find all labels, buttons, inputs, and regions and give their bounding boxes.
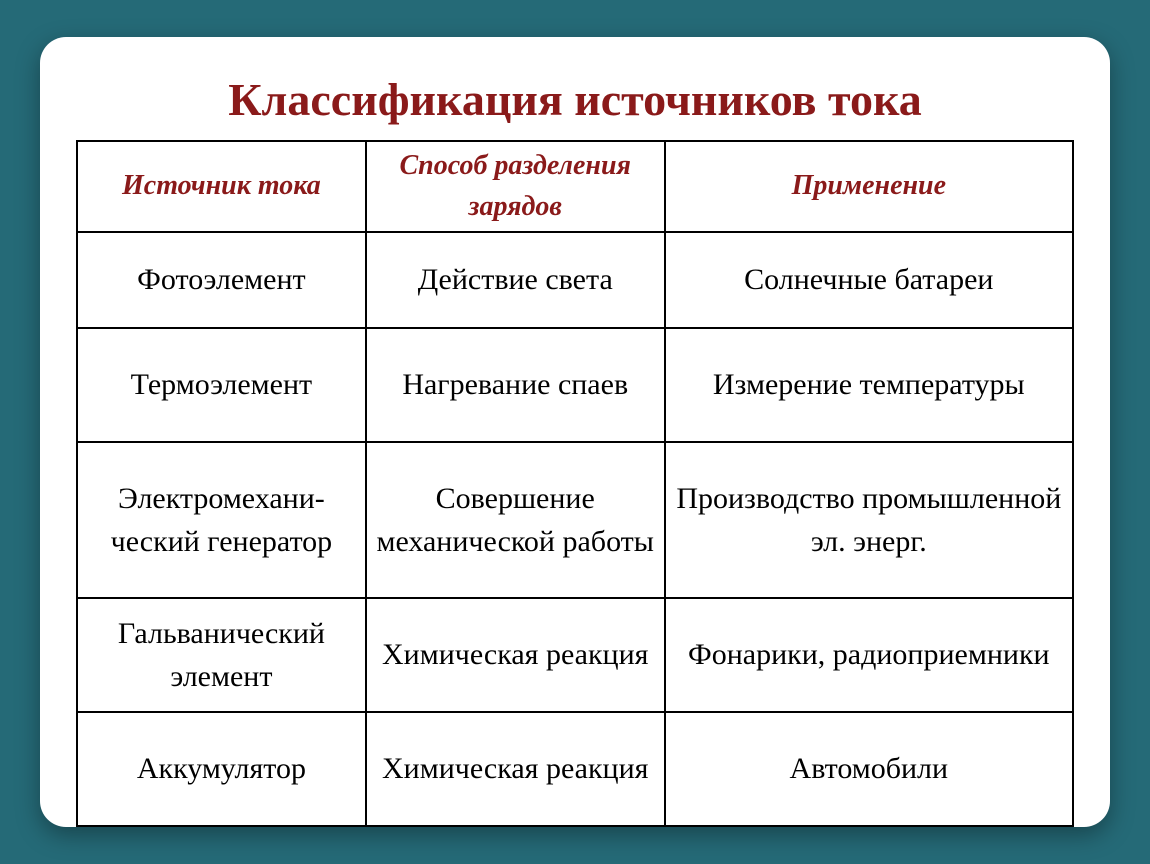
col-header-source: Источник тока [77,141,366,232]
page-title: Классификация источников тока [76,73,1074,126]
table-row: Аккумулятор Химическая реакция Автомобил… [77,712,1073,826]
classification-table: Источник тока Способ разделения зарядов … [76,140,1074,827]
cell-method: Действие света [366,232,665,328]
table-row: Гальванический элемент Химическая реакци… [77,598,1073,712]
col-header-use: Применение [665,141,1073,232]
cell-method: Нагревание спаев [366,328,665,442]
cell-use: Фонарики, радиоприемники [665,598,1073,712]
cell-source: Гальванический элемент [77,598,366,712]
cell-source: Фотоэлемент [77,232,366,328]
cell-source: Аккумулятор [77,712,366,826]
table-row: Термоэлемент Нагревание спаев Измерение … [77,328,1073,442]
cell-use: Солнечные батареи [665,232,1073,328]
col-header-method: Способ разделения зарядов [366,141,665,232]
cell-use: Автомобили [665,712,1073,826]
cell-source: Термоэлемент [77,328,366,442]
cell-use: Производство промышленной эл. энерг. [665,442,1073,598]
table-row: Фотоэлемент Действие света Солнечные бат… [77,232,1073,328]
cell-source: Электромехани-ческий генератор [77,442,366,598]
cell-method: Химическая реакция [366,598,665,712]
cell-method: Совершение механической работы [366,442,665,598]
cell-use: Измерение температуры [665,328,1073,442]
table-header-row: Источник тока Способ разделения зарядов … [77,141,1073,232]
slide-card: Классификация источников тока Источник т… [40,37,1110,827]
cell-method: Химическая реакция [366,712,665,826]
table-row: Электромехани-ческий генератор Совершени… [77,442,1073,598]
